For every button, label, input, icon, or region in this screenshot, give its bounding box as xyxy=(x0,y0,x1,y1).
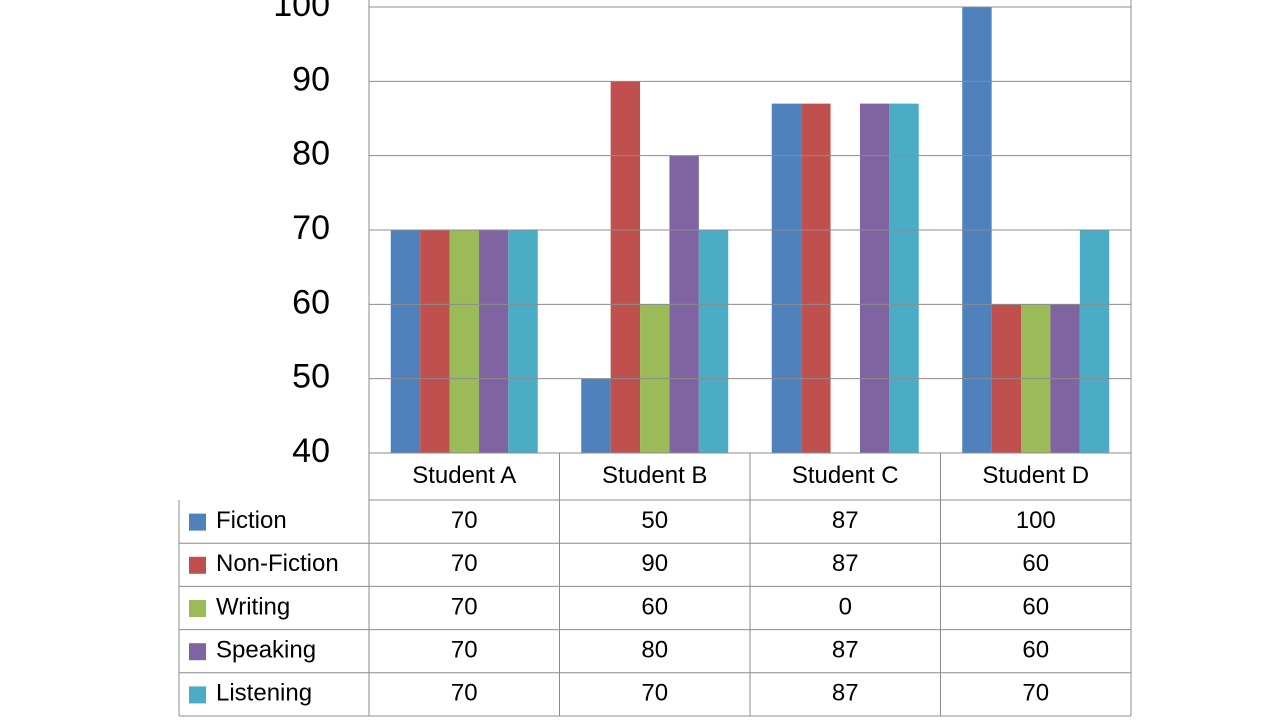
table-value: 87 xyxy=(832,550,859,577)
bar xyxy=(581,378,611,453)
x-tick-label: Student B xyxy=(602,462,707,489)
table-value: 50 xyxy=(641,507,668,534)
table-value: 70 xyxy=(451,637,478,664)
y-tick-label: 40 xyxy=(292,432,330,470)
bar xyxy=(508,230,538,453)
table-value: 87 xyxy=(832,680,859,707)
x-tick-label: Student C xyxy=(792,462,899,489)
bar xyxy=(771,103,802,453)
legend-label: Fiction xyxy=(216,507,287,534)
y-tick-label: 60 xyxy=(292,283,330,321)
table-value: 70 xyxy=(451,680,478,707)
table-value: 70 xyxy=(451,507,478,534)
legend-label: Speaking xyxy=(216,637,316,664)
table-value: 70 xyxy=(1022,680,1049,707)
table-value: 60 xyxy=(1022,593,1049,620)
table-value: 70 xyxy=(451,593,478,620)
legend-label: Listening xyxy=(216,680,312,707)
legend-label: Non-Fiction xyxy=(216,550,339,577)
legend-key xyxy=(189,513,206,531)
bar xyxy=(449,230,479,453)
table-value: 70 xyxy=(451,550,478,577)
bar xyxy=(478,230,509,453)
bar xyxy=(889,103,919,453)
bar xyxy=(390,230,421,453)
y-tick-label: 90 xyxy=(292,60,330,98)
table-value: 100 xyxy=(1016,507,1056,534)
table-value: 90 xyxy=(641,550,668,577)
bar xyxy=(420,230,450,453)
legend-key xyxy=(189,686,206,704)
bar xyxy=(859,103,890,453)
table-value: 60 xyxy=(1022,637,1049,664)
table-value: 60 xyxy=(1022,550,1049,577)
bar xyxy=(801,103,831,453)
table-value: 80 xyxy=(641,637,668,664)
table-value: 60 xyxy=(641,593,668,620)
y-tick-label: 50 xyxy=(292,358,330,396)
y-tick-label: 80 xyxy=(292,135,330,173)
legend-label: Writing xyxy=(216,593,290,620)
table-value: 87 xyxy=(832,507,859,534)
y-tick-label: 100 xyxy=(273,0,330,24)
legend-key xyxy=(189,556,206,574)
table-value: 70 xyxy=(641,680,668,707)
legend-key xyxy=(189,600,206,617)
table-value: 0 xyxy=(839,593,852,620)
table-value: 87 xyxy=(832,637,859,664)
bar xyxy=(1079,230,1110,453)
legend-key xyxy=(189,643,206,661)
x-tick-label: Student A xyxy=(412,462,516,489)
x-tick-label: Student D xyxy=(982,462,1089,489)
bar xyxy=(610,81,641,453)
bar xyxy=(698,230,729,453)
y-tick-label: 70 xyxy=(292,209,330,247)
